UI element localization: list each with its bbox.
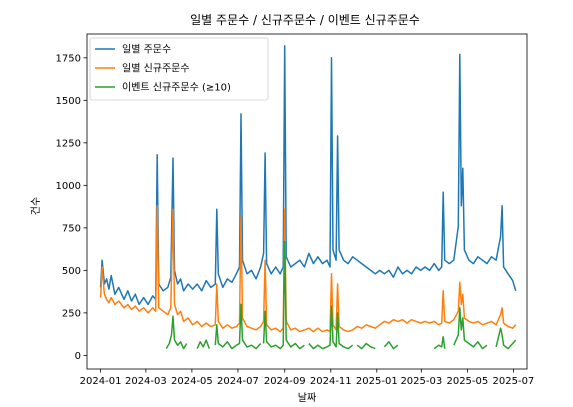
legend-box (89, 37, 269, 101)
series-3-line-segment-8 (433, 335, 446, 350)
y-tick-label: 1500 (56, 96, 81, 107)
y-tick-label: 1250 (56, 138, 81, 149)
legend-label-series-3: 이벤트 신규주문수 (≥10) (122, 82, 231, 94)
x-tick-label: 2025-01 (356, 376, 398, 387)
series-3-line-segment-2 (196, 339, 211, 349)
y-axis-label: 건수 (30, 197, 42, 215)
series-3-line-segment-4 (262, 240, 305, 350)
y-axis: 0 250 500 750 1000 1250 1500 1750 (56, 53, 87, 362)
x-tick-label: 2025-05 (446, 376, 488, 387)
y-tick-label: 1000 (56, 181, 81, 192)
series-3-line-segment-3 (214, 303, 262, 350)
y-tick-label: 1750 (56, 53, 81, 64)
series-3-line-segment-1 (165, 315, 188, 350)
plot-frame (86, 33, 528, 370)
chart-title: 일별 주문수 / 신규주문수 / 이벤트 신규주문수 (190, 13, 420, 27)
x-axis: 2024-01 2024-03 2024-05 2024-07 2024-09 2024-… (80, 369, 535, 387)
x-tick-label: 2024-05 (171, 376, 213, 387)
x-tick-label: 2024-01 (80, 376, 122, 387)
series-3-line-segment-10 (495, 327, 517, 350)
x-tick-label: 2024-11 (310, 376, 352, 387)
y-tick-label: 0 (75, 351, 81, 362)
series-3-line-segment-7 (383, 341, 399, 350)
y-tick-label: 500 (62, 266, 81, 277)
x-tick-label: 2025-03 (400, 376, 442, 387)
x-axis-label: 날짜 (298, 392, 316, 404)
series-3-line-segment-5 (308, 305, 354, 350)
legend-label-series-1: 일별 주문수 (122, 44, 171, 56)
x-tick-label: 2024-03 (125, 376, 167, 387)
legend-label-series-2: 일별 신규주문수 (122, 63, 190, 75)
y-tick-label: 250 (62, 308, 81, 319)
series-3-line-segment-6 (356, 342, 376, 350)
series-1-line (99, 45, 517, 306)
series-layer (99, 45, 517, 350)
series-2-line (99, 205, 517, 333)
series-3-line-segment-9 (453, 307, 488, 350)
x-tick-label: 2024-07 (217, 376, 259, 387)
x-tick-label: 2024-09 (264, 376, 306, 387)
y-tick-label: 750 (62, 223, 81, 234)
x-tick-label: 2025-07 (493, 376, 535, 387)
